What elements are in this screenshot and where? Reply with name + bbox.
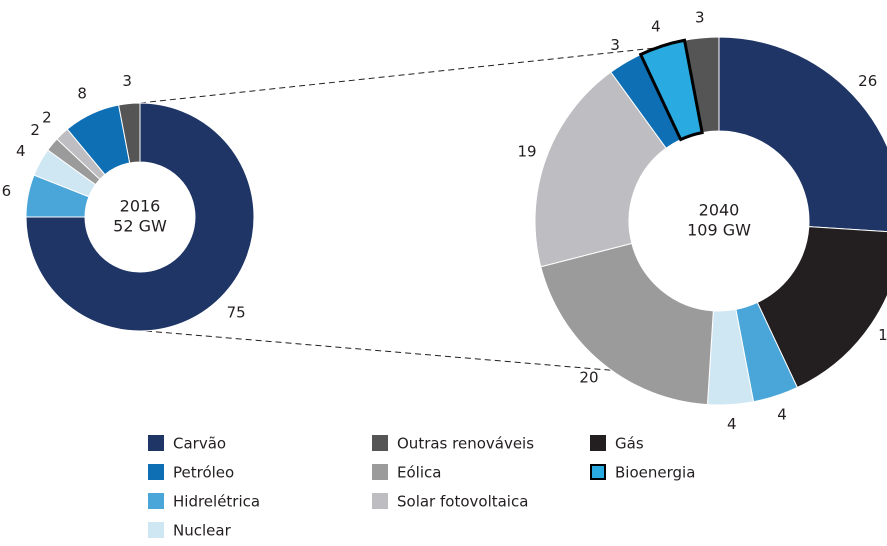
legend-swatch bbox=[148, 522, 164, 538]
connector bbox=[145, 330, 704, 379]
legend-swatch bbox=[148, 435, 164, 451]
legend-label: Bioenergia bbox=[615, 464, 695, 482]
legend-swatch bbox=[372, 464, 388, 480]
center-label: 52 GW bbox=[113, 217, 167, 236]
center-label: 2040 bbox=[699, 201, 740, 220]
connector bbox=[139, 47, 656, 104]
donut-segment bbox=[25, 102, 255, 332]
legend-label: Petróleo bbox=[173, 464, 234, 482]
legend-swatch bbox=[372, 435, 388, 451]
legend-label: Solar fotovoltaica bbox=[397, 493, 528, 511]
legend-swatch bbox=[590, 435, 606, 451]
donut-segment bbox=[118, 102, 141, 164]
value-label: 3 bbox=[695, 8, 705, 26]
value-label: 20 bbox=[579, 369, 598, 387]
value-label: 3 bbox=[610, 36, 620, 54]
value-label: 4 bbox=[16, 142, 26, 160]
center-label: 109 GW bbox=[687, 221, 751, 240]
value-label: 4 bbox=[777, 406, 787, 424]
value-label: 19 bbox=[518, 142, 537, 160]
legend-label: Gás bbox=[615, 435, 644, 453]
legend-swatch bbox=[148, 493, 164, 509]
value-label: 4 bbox=[727, 415, 737, 433]
legend-swatch bbox=[372, 493, 388, 509]
legend-label: Nuclear bbox=[173, 522, 232, 540]
donut-segment bbox=[534, 71, 667, 268]
donut-segment bbox=[540, 242, 714, 406]
legend-label: Outras renováveis bbox=[397, 435, 534, 453]
legend-swatch bbox=[148, 464, 164, 480]
value-label: 2 bbox=[42, 108, 52, 126]
value-label: 4 bbox=[651, 17, 661, 35]
legend-label: Hidrelétrica bbox=[173, 493, 260, 511]
donut-segment bbox=[756, 226, 887, 389]
value-label: 26 bbox=[858, 72, 877, 90]
value-label: 3 bbox=[122, 72, 132, 90]
legend-swatch bbox=[590, 464, 606, 480]
value-label: 17 bbox=[878, 326, 887, 344]
value-label: 6 bbox=[2, 182, 12, 200]
donut-segment bbox=[718, 36, 887, 233]
legend-label: Eólica bbox=[397, 464, 441, 482]
center-label: 2016 bbox=[120, 197, 161, 216]
legend-label: Carvão bbox=[173, 435, 226, 453]
donut-segment bbox=[638, 38, 704, 142]
value-label: 75 bbox=[227, 304, 246, 322]
value-label: 2 bbox=[30, 121, 40, 139]
value-label: 8 bbox=[77, 84, 87, 102]
